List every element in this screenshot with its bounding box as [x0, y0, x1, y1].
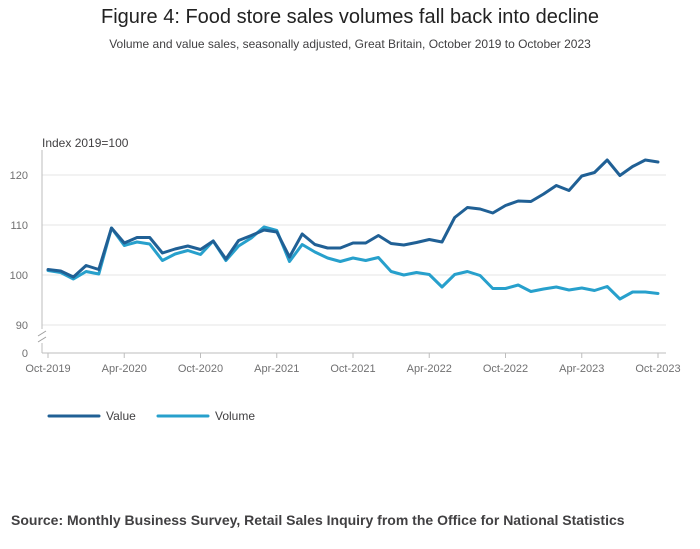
series-line-value [46, 158, 660, 279]
y-tick-label: 120 [10, 170, 28, 182]
y-tick-label: 110 [10, 220, 28, 232]
axis-break-mark [37, 330, 47, 337]
chart-subtitle: Volume and value sales, seasonally adjus… [109, 37, 591, 51]
x-tick-label: Oct-2021 [330, 363, 375, 375]
y-tick-label: 100 [10, 270, 28, 282]
x-tick-label: Oct-2020 [178, 363, 223, 375]
legend-label-value: Value [106, 409, 136, 423]
legend: Value Volume [47, 409, 255, 423]
series-lines [46, 158, 660, 301]
source-note: Source: Monthly Business Survey, Retail … [11, 512, 625, 528]
y-tick-labels: 0 90 100 110 120 [10, 170, 28, 360]
gridlines [42, 174, 666, 326]
x-tick-label: Apr-2023 [559, 363, 604, 375]
x-tick-label: Oct-2023 [635, 363, 680, 375]
x-axis: Oct-2019 Apr-2020 Oct-2020 Apr-2021 Oct-2021… [25, 150, 681, 375]
x-tick-label: Apr-2020 [102, 363, 147, 375]
axis-break-mask [36, 329, 48, 343]
x-tick-label: Oct-2022 [483, 363, 528, 375]
x-tick-label: Oct-2019 [25, 363, 70, 375]
x-tick-label: Apr-2022 [407, 363, 452, 375]
y-axis-label: Index 2019=100 [42, 136, 129, 150]
x-tick-label: Apr-2021 [254, 363, 299, 375]
y-tick-label: 0 [22, 348, 28, 360]
y-tick-label: 90 [16, 320, 28, 332]
series-line-volume [46, 225, 660, 301]
chart-title: Figure 4: Food store sales volumes fall … [100, 6, 600, 28]
legend-label-volume: Volume [215, 409, 255, 423]
axis-break-mark [37, 336, 47, 343]
